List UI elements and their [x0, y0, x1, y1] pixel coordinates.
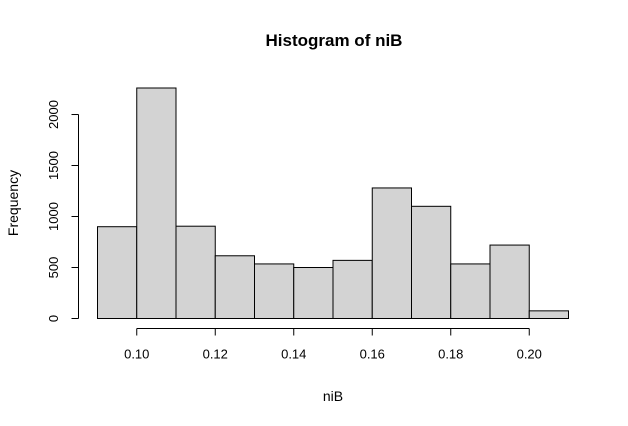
histogram-bar-9 [411, 205, 452, 319]
histogram-bar-3 [175, 225, 216, 320]
x-axis: 0.10 0.12 0.14 0.16 0.18 0.20 [124, 328, 542, 362]
x-tick-label: 0.18 [438, 347, 463, 362]
histogram-bar-11 [489, 244, 530, 320]
histogram-bar-6 [293, 267, 334, 319]
bars-group [97, 87, 569, 320]
x-tick-label: 0.20 [517, 347, 542, 362]
y-tick-label: 1000 [46, 202, 61, 231]
x-tick-label: 0.12 [203, 347, 228, 362]
y-tick-label: 500 [46, 257, 61, 279]
histogram-bar-12 [528, 310, 569, 320]
x-axis-label: niB [323, 388, 343, 404]
x-tick-label: 0.10 [124, 347, 149, 362]
histogram-bar-8 [371, 187, 412, 319]
chart-title: Histogram of niB [266, 31, 403, 50]
histogram-bar-5 [254, 263, 295, 319]
y-tick-label: 2000 [46, 100, 61, 129]
y-tick-label: 1500 [46, 151, 61, 180]
histogram-bar-1 [97, 226, 138, 319]
y-tick-label: 0 [46, 315, 61, 322]
histogram-bar-4 [214, 255, 255, 319]
histogram-bar-2 [136, 87, 177, 319]
x-tick-label: 0.14 [281, 347, 306, 362]
x-tick-label: 0.16 [360, 347, 385, 362]
y-axis-label: Frequency [5, 170, 21, 236]
histogram-bar-10 [450, 263, 491, 319]
histogram-bar-7 [332, 259, 373, 320]
y-axis: 0 500 1000 1500 2000 [46, 100, 79, 322]
